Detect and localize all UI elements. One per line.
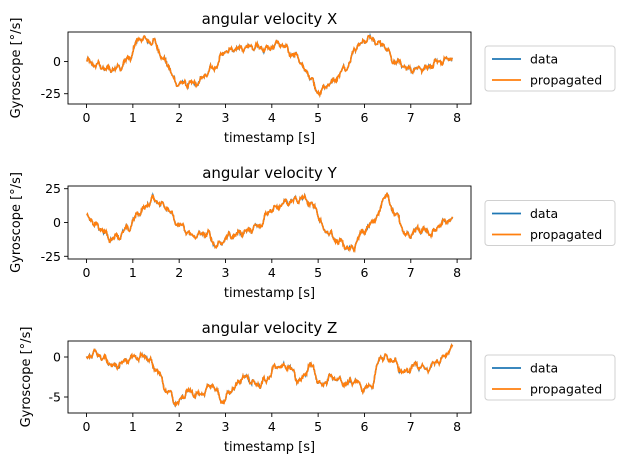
series-line-data (86, 192, 454, 253)
legend-entry-propagated: propagated (530, 73, 602, 88)
x-tick-label: 3 (222, 110, 230, 125)
x-axis-label: timestamp [s] (224, 131, 315, 146)
legend: data propagated (484, 200, 616, 246)
y-axis-label: Gyroscope [°/s] (19, 327, 34, 428)
series-line-propagated (86, 34, 453, 99)
legend: data propagated (484, 354, 616, 401)
x-tick-label: 7 (407, 110, 415, 125)
chart-title: angular velocity Y (202, 164, 337, 182)
x-tick-label: 8 (453, 265, 461, 280)
y-axis-label: Gyroscope [°/s] (9, 18, 24, 119)
legend-entry-data: data (530, 52, 558, 67)
subplot-3: angular velocity Z 0 1 2 3 4 5 6 7 8 0 -5 timestamp … (19, 319, 616, 455)
legend-entry-propagated: propagated (530, 227, 602, 242)
x-tick-label: 0 (83, 265, 91, 280)
x-tick-label: 8 (453, 110, 461, 125)
series-line-propagated (85, 343, 454, 408)
x-tick-label: 7 (407, 265, 415, 280)
x-tick-label: 5 (314, 265, 322, 280)
x-tick-label: 6 (360, 419, 368, 434)
x-tick-label: 1 (129, 265, 137, 280)
legend-entry-data: data (530, 361, 558, 376)
legend-entry-propagated: propagated (530, 382, 602, 397)
chart-title: angular velocity Z (202, 319, 338, 337)
plot-frame (67, 31, 472, 105)
x-tick-label: 7 (407, 419, 415, 434)
subplot-2: angular velocity Y 0 1 2 3 4 5 6 7 8 25 0 -25 timesta… (9, 164, 616, 301)
x-tick-label: 5 (314, 110, 322, 125)
y-tick-label: 0 (53, 350, 61, 365)
y-tick-label: 0 (53, 215, 61, 230)
x-tick-label: 0 (83, 419, 91, 434)
x-axis-label: timestamp [s] (224, 440, 315, 455)
series-line-data (86, 32, 453, 98)
x-tick-label: 6 (360, 265, 368, 280)
x-tick-label: 0 (83, 110, 91, 125)
y-axis-label: Gyroscope [°/s] (9, 172, 24, 273)
plot-frame (67, 340, 472, 414)
y-tick-label: -5 (49, 390, 61, 405)
y-tick-label: 0 (53, 54, 61, 69)
x-tick-label: 2 (175, 110, 183, 125)
chart-title: angular velocity X (202, 10, 338, 28)
y-tick-label: -25 (41, 249, 61, 264)
x-tick-label: 4 (268, 265, 276, 280)
x-tick-label: 1 (129, 110, 137, 125)
x-tick-label: 2 (175, 419, 183, 434)
subplot-1: angular velocity X 0 1 2 3 4 5 6 7 8 0 -25 timestamp… (9, 10, 616, 146)
x-axis-label: timestamp [s] (224, 286, 315, 301)
x-tick-label: 3 (222, 265, 230, 280)
x-tick-label: 1 (129, 419, 137, 434)
x-tick-label: 2 (175, 265, 183, 280)
legend: data propagated (484, 45, 616, 92)
series-line-propagated (86, 192, 454, 254)
y-tick-label: 25 (45, 181, 61, 196)
y-tick-label: -25 (41, 86, 61, 101)
x-tick-label: 8 (453, 419, 461, 434)
x-tick-label: 4 (268, 419, 276, 434)
x-tick-label: 4 (268, 110, 276, 125)
legend-entry-data: data (530, 206, 558, 221)
x-tick-label: 3 (222, 419, 230, 434)
plot-frame (67, 185, 472, 260)
x-tick-label: 5 (314, 419, 322, 434)
x-tick-label: 6 (360, 110, 368, 125)
